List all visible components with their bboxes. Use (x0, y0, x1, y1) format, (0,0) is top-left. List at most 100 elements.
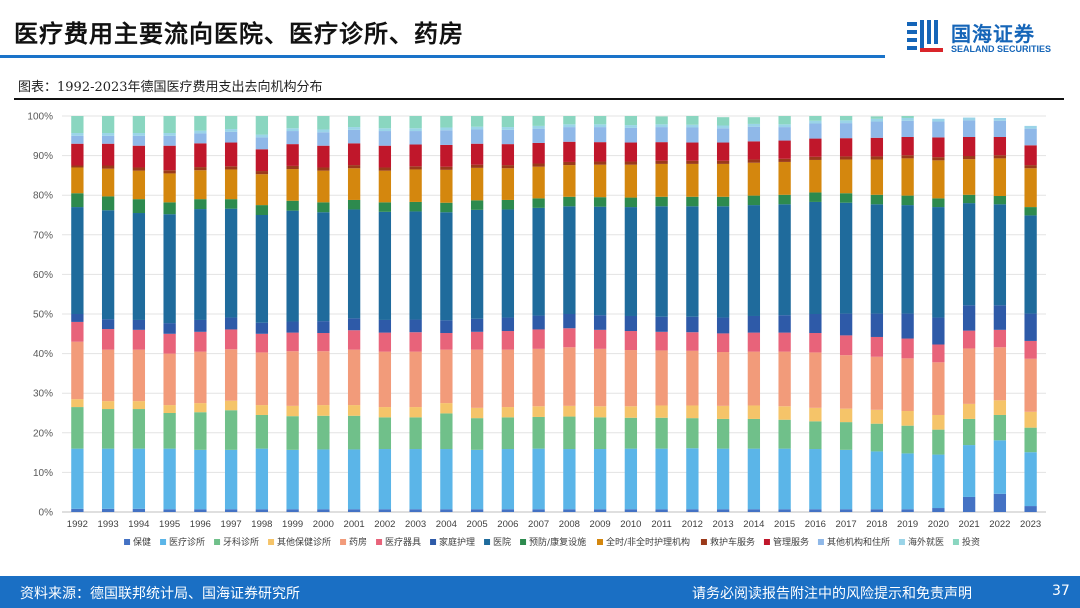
bar-segment (716, 163, 730, 197)
bar-segment (593, 348, 607, 407)
bar-segment (470, 318, 484, 332)
bar-segment (440, 127, 453, 131)
bar-segment (317, 202, 330, 213)
bar-segment (132, 213, 146, 320)
bar-segment (347, 168, 361, 200)
legend-label: 家庭护理 (439, 536, 475, 548)
bar-segment (747, 117, 761, 124)
legend-label: 投资 (962, 536, 980, 548)
bar-segment (778, 509, 791, 512)
bar-segment (378, 407, 392, 418)
bar-segment (532, 198, 545, 208)
bar-segment (778, 158, 791, 162)
bar-segment (71, 133, 84, 136)
y-tick-label: 60% (33, 270, 53, 281)
bar-segment (901, 155, 914, 159)
bar-segment (1024, 207, 1037, 216)
bar-segment (809, 192, 822, 202)
bar-segment (839, 120, 853, 124)
bar-segment (809, 159, 822, 193)
bar-segment (409, 201, 422, 212)
bar-segment (1024, 427, 1037, 453)
bar-segment (716, 128, 730, 143)
bar-segment (132, 401, 146, 410)
legend-label: 药房 (349, 536, 367, 548)
bar-segment (932, 207, 945, 318)
bar-segment (686, 418, 699, 449)
bar-segment (101, 349, 115, 402)
bar-segment (870, 137, 884, 157)
bar-segment (932, 160, 945, 199)
x-tick-label: 2017 (836, 519, 857, 530)
bar-segment (563, 509, 576, 512)
bar-segment (317, 167, 330, 171)
bar-segment (747, 141, 761, 160)
x-tick-label: 1992 (67, 519, 88, 530)
bar-segment (747, 159, 761, 163)
bar-segment (839, 156, 853, 160)
bar-segment (624, 116, 638, 126)
legend-label: 牙科诊所 (223, 536, 259, 548)
bar-segment (563, 328, 576, 348)
x-tick-label: 1999 (282, 519, 303, 530)
bar-segment (993, 347, 1007, 401)
bar-segment (1024, 215, 1037, 314)
bar-segment (255, 448, 269, 510)
header-divider (0, 55, 885, 58)
bar-segment (440, 116, 453, 128)
bar-segment (932, 414, 945, 430)
x-tick-label: 2015 (774, 519, 795, 530)
bar-segment (132, 116, 146, 134)
bar-segment (501, 127, 515, 130)
bar-segment (932, 317, 945, 345)
bar-segment (962, 348, 976, 404)
bar-segment (224, 169, 238, 200)
x-tick-label: 2000 (313, 519, 334, 530)
bar-segment (255, 116, 269, 135)
bar-segment (378, 170, 392, 203)
bar-segment (194, 170, 207, 200)
bar-segment (809, 120, 822, 124)
bar-segment (962, 136, 976, 156)
bar-segment (593, 161, 607, 165)
bar-segment (993, 493, 1007, 512)
x-tick-label: 1993 (98, 519, 119, 530)
page-number: 37 (1052, 583, 1070, 599)
bar-segment (870, 313, 884, 337)
bar-segment (716, 196, 730, 207)
bar-segment (409, 166, 422, 170)
bar-segment (470, 209, 484, 319)
bar-segment (716, 125, 730, 129)
bar-segment (347, 318, 361, 331)
bar-segment (409, 128, 422, 132)
bar-segment (440, 144, 453, 167)
page-title: 医疗费用主要流向医院、医疗诊所、药房 (14, 20, 464, 48)
bar-segment (686, 124, 699, 128)
bar-segment (1024, 145, 1037, 166)
bar-segment (870, 121, 884, 138)
bar-segment (839, 509, 853, 512)
bar-segment (501, 116, 515, 128)
legend-label: 医院 (493, 536, 511, 548)
bar-segment (1024, 168, 1037, 208)
bar-segment (593, 206, 607, 316)
bar-segment (655, 127, 668, 143)
bar-segment (501, 417, 515, 450)
chart-bars (71, 116, 1037, 512)
bar-segment (593, 329, 607, 349)
bar-segment (378, 211, 392, 320)
bar-segment (440, 333, 453, 350)
x-tick-label: 1998 (251, 519, 272, 530)
bar-segment (286, 449, 299, 510)
bar-segment (962, 305, 976, 331)
bar-segment (470, 407, 484, 419)
bar-segment (163, 323, 176, 334)
y-tick-label: 50% (33, 310, 53, 321)
bar-segment (563, 116, 576, 125)
bar-segment (563, 165, 576, 197)
bar-segment (286, 416, 299, 450)
bar-segment (593, 509, 607, 512)
bar-segment (809, 352, 822, 408)
bar-segment (440, 509, 453, 512)
bar-segment (470, 200, 484, 210)
